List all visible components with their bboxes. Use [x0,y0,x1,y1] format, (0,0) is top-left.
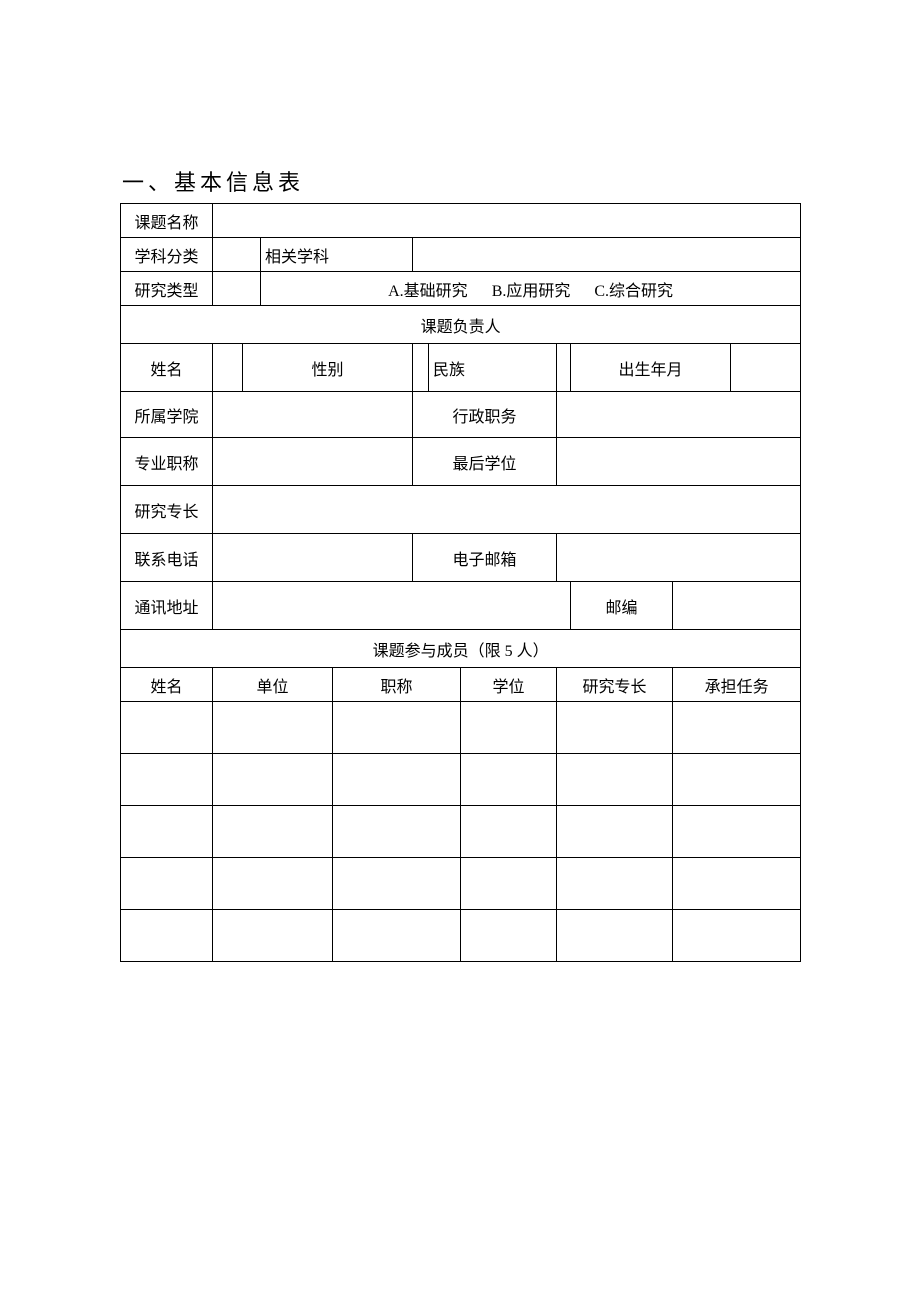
label-gender: 性别 [243,344,413,392]
p-task[interactable] [673,858,801,910]
col-p-task: 承担任务 [673,668,801,702]
value-ethnicity[interactable] [557,344,571,392]
value-gender[interactable] [413,344,429,392]
p-degree[interactable] [461,754,557,806]
table-row [121,702,801,754]
p-degree[interactable] [461,910,557,962]
value-address[interactable] [213,582,571,630]
table-row [121,806,801,858]
value-final-degree[interactable] [557,438,801,486]
value-phone[interactable] [213,534,413,582]
label-postcode: 邮编 [571,582,673,630]
p-title[interactable] [333,858,461,910]
header-participants: 课题参与成员（限 5 人） [121,630,801,668]
label-related-subject: 相关学科 [261,238,413,272]
header-topic-leader: 课题负责人 [121,306,801,344]
value-subject-category[interactable] [213,238,261,272]
p-task[interactable] [673,754,801,806]
p-degree[interactable] [461,806,557,858]
label-ethnicity: 民族 [429,344,557,392]
p-name[interactable] [121,702,213,754]
p-unit[interactable] [213,806,333,858]
p-name[interactable] [121,858,213,910]
basic-info-table: 课题名称 学科分类 相关学科 研究类型 A.基础研究 B.应用研究 C.综合研究… [120,203,801,962]
value-birth-date[interactable] [731,344,801,392]
value-postcode[interactable] [673,582,801,630]
p-specialty[interactable] [557,910,673,962]
label-final-degree: 最后学位 [413,438,557,486]
value-name[interactable] [213,344,243,392]
label-birth-date: 出生年月 [571,344,731,392]
value-affiliation[interactable] [213,392,413,438]
research-type-options: A.基础研究 B.应用研究 C.综合研究 [261,272,801,306]
option-b: B.应用研究 [492,283,571,300]
label-subject-category: 学科分类 [121,238,213,272]
p-unit[interactable] [213,754,333,806]
p-degree[interactable] [461,702,557,754]
p-name[interactable] [121,806,213,858]
p-task[interactable] [673,702,801,754]
p-specialty[interactable] [557,702,673,754]
p-specialty[interactable] [557,754,673,806]
label-research-type: 研究类型 [121,272,213,306]
p-task[interactable] [673,806,801,858]
p-title[interactable] [333,806,461,858]
table-row [121,858,801,910]
value-research-specialty[interactable] [213,486,801,534]
p-title[interactable] [333,754,461,806]
p-degree[interactable] [461,858,557,910]
value-email[interactable] [557,534,801,582]
option-a: A.基础研究 [388,283,468,300]
label-research-specialty: 研究专长 [121,486,213,534]
p-specialty[interactable] [557,806,673,858]
value-topic-name[interactable] [213,204,801,238]
value-admin-position[interactable] [557,392,801,438]
col-p-name: 姓名 [121,668,213,702]
label-admin-position: 行政职务 [413,392,557,438]
p-unit[interactable] [213,702,333,754]
label-address: 通讯地址 [121,582,213,630]
label-name: 姓名 [121,344,213,392]
p-specialty[interactable] [557,858,673,910]
label-professional-title: 专业职称 [121,438,213,486]
p-title[interactable] [333,702,461,754]
table-row [121,754,801,806]
col-p-unit: 单位 [213,668,333,702]
value-related-subject[interactable] [413,238,801,272]
table-row [121,910,801,962]
option-c: C.综合研究 [594,283,673,300]
p-unit[interactable] [213,858,333,910]
label-topic-name: 课题名称 [121,204,213,238]
p-name[interactable] [121,754,213,806]
p-task[interactable] [673,910,801,962]
col-p-degree: 学位 [461,668,557,702]
col-p-title: 职称 [333,668,461,702]
value-research-type[interactable] [213,272,261,306]
label-affiliation: 所属学院 [121,392,213,438]
section-title: 一、基本信息表 [120,165,800,197]
value-professional-title[interactable] [213,438,413,486]
label-email: 电子邮箱 [413,534,557,582]
p-name[interactable] [121,910,213,962]
col-p-specialty: 研究专长 [557,668,673,702]
p-title[interactable] [333,910,461,962]
label-phone: 联系电话 [121,534,213,582]
p-unit[interactable] [213,910,333,962]
